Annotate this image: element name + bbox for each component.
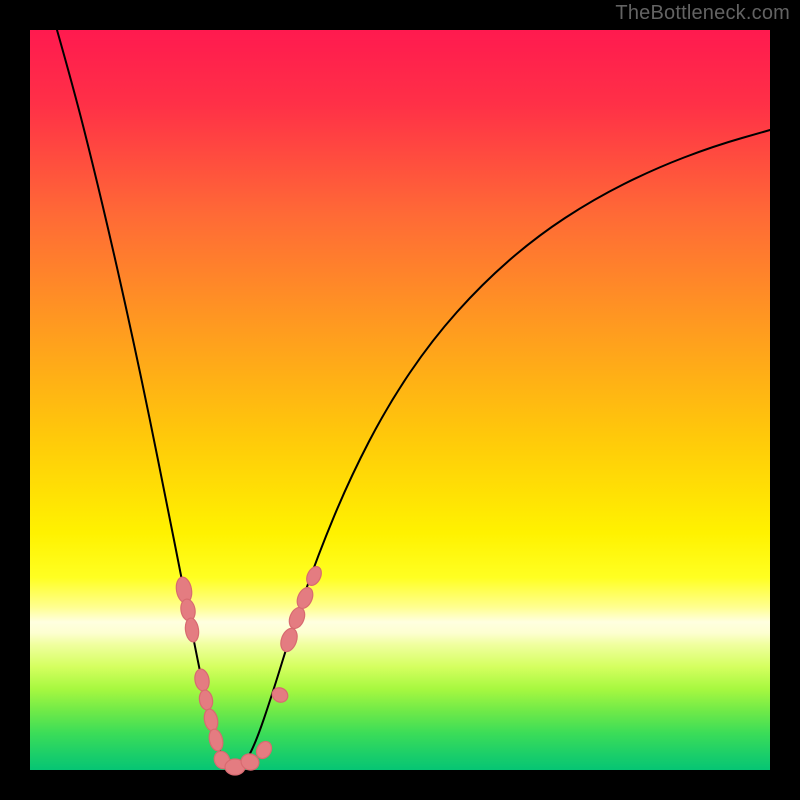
bottleneck-chart <box>0 0 800 800</box>
plot-background <box>30 30 770 770</box>
watermark-text: TheBottleneck.com <box>615 2 790 25</box>
root: TheBottleneck.com <box>0 0 800 800</box>
